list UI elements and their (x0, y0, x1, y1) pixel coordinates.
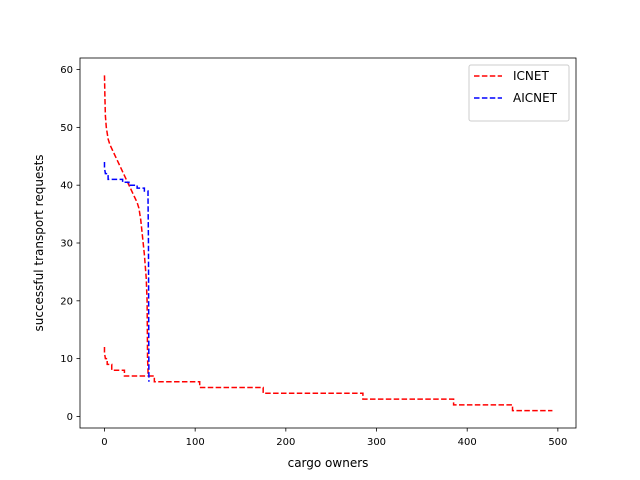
x-tick-label: 400 (458, 437, 477, 448)
series-layer (103, 75, 553, 412)
x-tick-label: 0 (101, 437, 107, 448)
x-axis: 0 100 200 300 400 500 (101, 428, 567, 448)
x-tick-label: 100 (186, 437, 205, 448)
y-tick-label: 20 (60, 296, 73, 307)
y-tick-label: 30 (60, 239, 73, 250)
y-tick-label: 10 (60, 354, 73, 365)
legend-box (468, 64, 570, 122)
x-tick-label: 200 (276, 437, 295, 448)
series-icnet-line (103, 75, 553, 412)
x-axis-label: cargo owners (288, 456, 369, 470)
x-tick-label: 300 (367, 437, 386, 448)
y-tick-label: 0 (67, 412, 73, 423)
y-tick-label: 40 (60, 181, 73, 192)
y-axis-label: successful transport requests (32, 154, 46, 331)
legend: ICNET AICNET (468, 64, 570, 122)
series-2-line (103, 347, 149, 377)
y-tick-label: 50 (60, 123, 73, 134)
legend-label-aicnet: AICNET (513, 91, 558, 105)
y-axis: 0 10 20 30 40 50 60 (60, 65, 80, 423)
series-aicnet-line (103, 162, 150, 382)
x-tick-label: 500 (548, 437, 567, 448)
legend-label-icnet: ICNET (513, 69, 549, 83)
y-tick-label: 60 (60, 65, 73, 76)
